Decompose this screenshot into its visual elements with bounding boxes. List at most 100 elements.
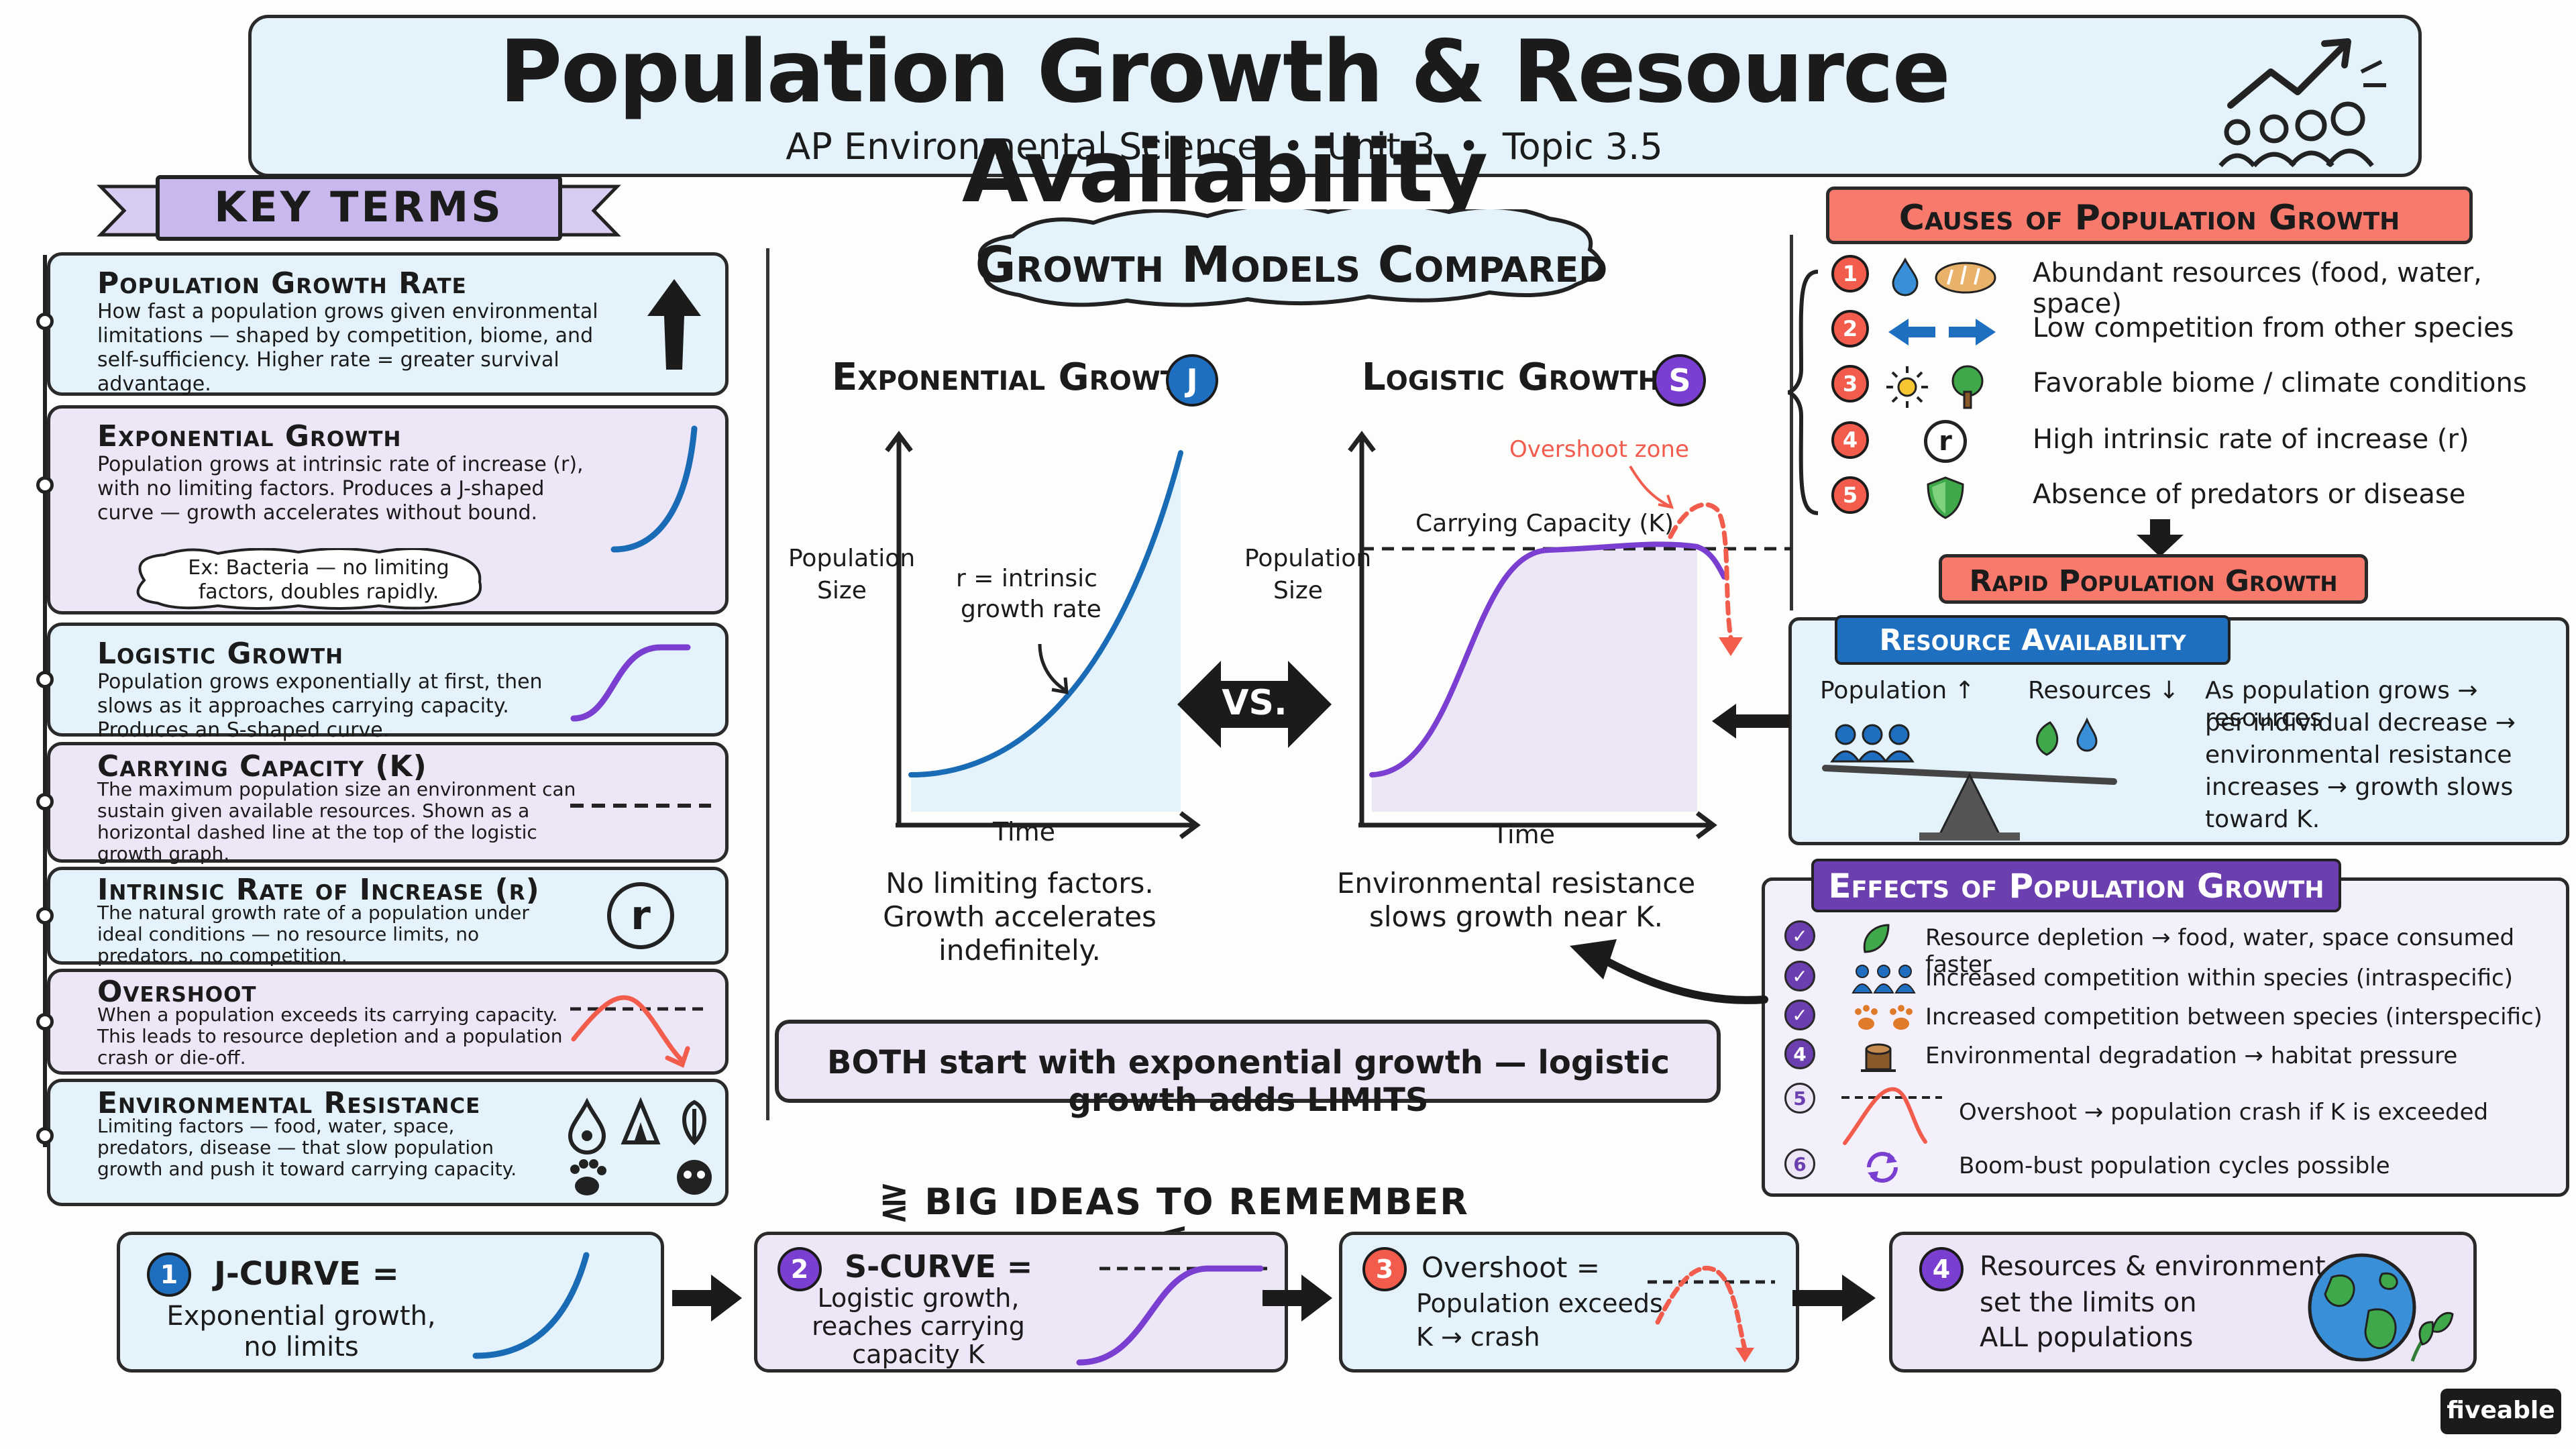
big-idea-title: S-CURVE = (845, 1248, 1033, 1285)
big-idea-card: 1 J-CURVE = Exponential growth, no limit… (117, 1232, 664, 1373)
both-banner-text: BOTH start with exponential growth — log… (826, 1044, 1670, 1119)
rail-dot (36, 476, 54, 494)
effects-heading: Effects of Population Growth (1828, 867, 2324, 906)
causes-heading: Causes of Population Growth (1898, 198, 2400, 238)
big-idea-number: 1 (147, 1252, 191, 1297)
resources-down-label: Resources ↓ (2028, 677, 2180, 704)
cause-item: 2 Low competition from other species (1811, 307, 2549, 354)
big-idea-arrow (1792, 1275, 1876, 1322)
r-icon: r (1924, 420, 1967, 463)
exp-annotation-1: r = intrinsic (956, 565, 1097, 592)
term-body: The natural growth rate of a population … (97, 902, 529, 967)
s-curve-icon (570, 644, 691, 722)
divider-left (766, 248, 769, 1120)
cause-item: 5 Absence of predators or disease (1811, 474, 2549, 521)
rapid-growth-box: Rapid Population Growth (1939, 554, 2368, 604)
population-up-label: Population ↑ (1820, 677, 1975, 704)
bread-icon (1935, 262, 1996, 294)
overshoot-icon (1841, 1087, 1942, 1145)
cause-text: Absence of predators or disease (2033, 479, 2466, 510)
big-idea-line: K → crash (1416, 1322, 1540, 1352)
big-idea-arrow (672, 1275, 742, 1322)
term-environmental-resistance: Environmental Resistance Limiting factor… (47, 1079, 729, 1206)
key-terms-rail (43, 255, 47, 1147)
page-subtitle: AP Environmental Science • Unit 3 • Topi… (786, 125, 1663, 168)
effect-text: Boom-bust population cycles possible (1959, 1152, 2390, 1179)
growth-models-heading: Growth Models Compared (975, 236, 1608, 294)
big-idea-line: Logistic growth, (817, 1283, 1020, 1313)
effect-item: 5 Overshoot → population crash if K is e… (1784, 1083, 2556, 1145)
big-idea-card: 2 S-CURVE = Logistic growth, reaches car… (754, 1232, 1288, 1373)
big-idea-arrow (1263, 1275, 1332, 1322)
big-idea-title: J-CURVE = (214, 1255, 399, 1293)
divider-right (1790, 235, 1793, 610)
cause-number: 4 (1831, 421, 1869, 459)
overshoot-zone-label: Overshoot zone (1509, 436, 1689, 463)
log-caption-2: slows growth near K. (1368, 900, 1664, 933)
cause-text: Abundant resources (food, water, space) (2033, 258, 2482, 319)
effect-text: Overshoot → population crash if K is exc… (1959, 1099, 2489, 1126)
ra-text-3: environmental resistance (2205, 741, 2512, 769)
term-title: Environmental Resistance (97, 1086, 481, 1120)
term-body: Population grows exponentially at first,… (97, 670, 543, 742)
big-idea-title: Resources & environment (1980, 1251, 2326, 1282)
shield-icon (1927, 476, 1964, 519)
exp-caption-2: Growth accelerates (883, 900, 1157, 933)
exp-caption-3: indefinitely. (938, 934, 1101, 967)
resource-availability-heading: Resource Availability (1879, 623, 2186, 657)
exponential-chart (885, 431, 1201, 839)
resource-availability-card: Resource Availability Population ↑ Resou… (1788, 615, 2569, 845)
effect-item: ✓ Increased competition within species (… (1784, 961, 2556, 998)
resources-to-chart-arrow (1712, 704, 1790, 739)
skull-icon (677, 1160, 712, 1195)
brand-badge: fiveable (2440, 1389, 2561, 1434)
key-terms-heading: KEY TERMS (214, 182, 504, 231)
check-icon: ✓ (1784, 961, 1815, 991)
term-body: Population grows at intrinsic rate of in… (97, 453, 584, 525)
effects-card (1762, 877, 2569, 1197)
log-ylabel-2: Size (1273, 577, 1323, 604)
rail-dot (36, 793, 54, 810)
term-title: Exponential Growth (97, 419, 402, 453)
cause-number: 3 (1831, 365, 1869, 402)
term-exponential-growth: Exponential Growth Population grows at i… (47, 405, 729, 614)
cause-text: Favorable biome / climate conditions (2033, 368, 2527, 398)
check-icon: ✓ (1784, 1000, 1815, 1030)
exp-annotation-2: growth rate (961, 596, 1102, 623)
log-ylabel-1: Population (1244, 545, 1372, 572)
vs-label: VS. (1222, 683, 1287, 723)
j-curve-icon (610, 425, 698, 553)
resource-availability-heading-box (1835, 615, 2231, 665)
ra-text-5: toward K. (2205, 806, 2320, 833)
term-logistic-growth: Logistic Growth Population grows exponen… (47, 623, 729, 742)
ra-text-2: per individual decrease → (2205, 709, 2516, 737)
effect-text: Environmental degradation → habitat pres… (1925, 1042, 2458, 1069)
big-idea-line: set the limits on (1980, 1287, 2197, 1318)
leaf-icon (682, 1099, 706, 1146)
term-body: The maximum population size an environme… (97, 778, 576, 865)
tent-icon (621, 1097, 661, 1144)
key-terms-ribbon (97, 175, 621, 241)
exp-ylabel-2: Size (817, 577, 867, 604)
causes-down-arrow (2137, 519, 2184, 557)
effect-item: ✓ Increased competition between species … (1784, 1000, 2556, 1037)
cause-item: 1 Abundant resources (food, water, space… (1811, 252, 2549, 319)
overshoot-pointer (1629, 465, 1671, 508)
water-drop-icon (568, 1097, 606, 1155)
cause-item: 3 Favorable biome / climate conditions (1811, 362, 2549, 409)
example-text: Ex: Bacteria — no limiting factors, doub… (188, 556, 449, 604)
big-idea-title: Overshoot = (1421, 1251, 1600, 1284)
arrows-left-right-icon (1888, 319, 1996, 345)
logistic-chart (1348, 431, 1791, 839)
sun-icon (1886, 366, 1928, 408)
big-idea-number: 2 (777, 1247, 822, 1291)
rapid-growth-label: Rapid Population Growth (1969, 564, 2338, 598)
cause-number: 5 (1831, 476, 1869, 514)
big-idea-card: 4 Resources & environment set the limits… (1889, 1232, 2477, 1373)
big-idea-card: 3 Overshoot = Population exceeds K → cra… (1339, 1232, 1799, 1373)
effect-text: Increased competition within species (in… (1925, 965, 2513, 991)
exp-xlabel: Time (993, 817, 1055, 847)
growth-people-icon (2218, 38, 2386, 168)
j-curve-icon (472, 1252, 590, 1359)
s-badge: S (1654, 354, 1706, 407)
